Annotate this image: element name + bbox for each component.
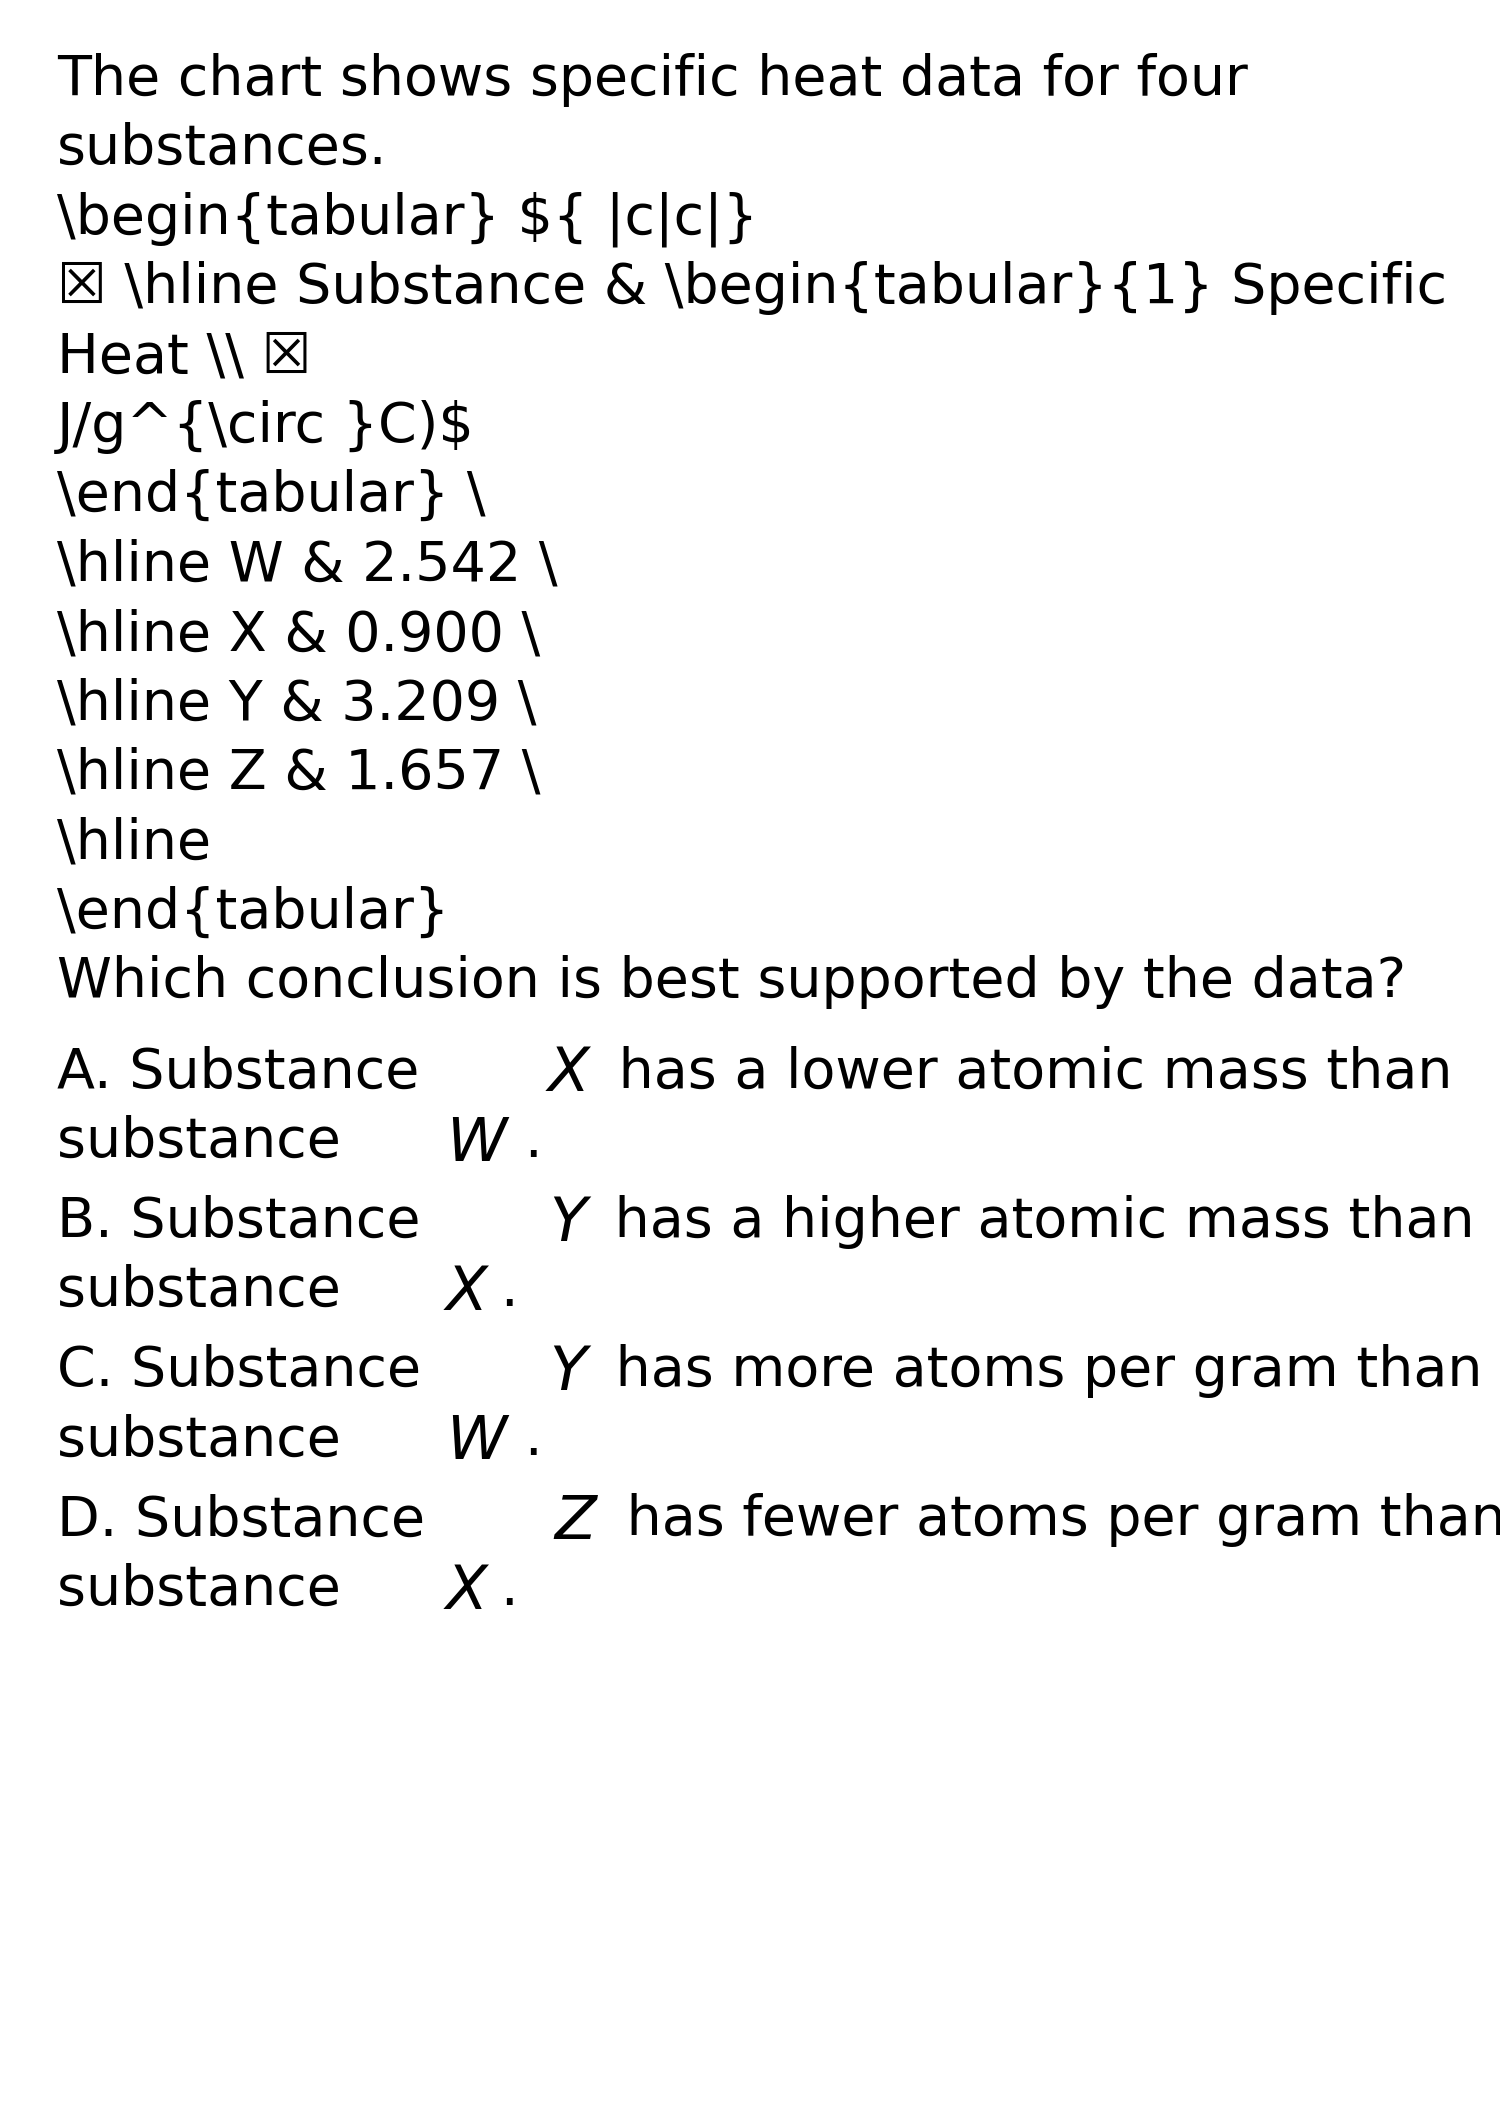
- Text: Which conclusion is best supported by the data?: Which conclusion is best supported by th…: [57, 955, 1406, 1010]
- Text: substance: substance: [57, 1563, 358, 1616]
- Text: \hline: \hline: [57, 816, 211, 871]
- Text: \hline Y & 3.209 \: \hline Y & 3.209 \: [57, 677, 537, 732]
- Text: substance: substance: [57, 1265, 358, 1319]
- Text: B. Substance: B. Substance: [57, 1195, 438, 1250]
- Text: D. Substance: D. Substance: [57, 1494, 442, 1546]
- Text: has fewer atoms per gram than: has fewer atoms per gram than: [609, 1494, 1500, 1546]
- Text: \begin{tabular} ${ |c|c|}: \begin{tabular} ${ |c|c|}: [57, 191, 758, 246]
- Text: \hline Z & 1.657 \: \hline Z & 1.657 \: [57, 747, 540, 802]
- Text: J/g^{\circ }C)$: J/g^{\circ }C)$: [57, 400, 474, 454]
- Text: The chart shows specific heat data for four: The chart shows specific heat data for f…: [57, 53, 1248, 107]
- Text: has a lower atomic mass than: has a lower atomic mass than: [602, 1046, 1454, 1100]
- Text: has more atoms per gram than: has more atoms per gram than: [598, 1344, 1482, 1397]
- Text: C. Substance: C. Substance: [57, 1344, 438, 1397]
- Text: .: .: [500, 1265, 517, 1319]
- Text: \hline W & 2.542 \: \hline W & 2.542 \: [57, 539, 558, 593]
- Text: .: .: [524, 1414, 542, 1466]
- Text: X: X: [446, 1563, 488, 1622]
- Text: substances.: substances.: [57, 122, 387, 177]
- Text: X: X: [548, 1046, 590, 1105]
- Text: A. Substance: A. Substance: [57, 1046, 436, 1100]
- Text: Y: Y: [549, 1344, 586, 1403]
- Text: \end{tabular}: \end{tabular}: [57, 886, 450, 940]
- Text: substance: substance: [57, 1115, 358, 1170]
- Text: substance: substance: [57, 1414, 358, 1466]
- Text: ☒ \hline Substance & \begin{tabular}{1} Specific: ☒ \hline Substance & \begin{tabular}{1} …: [57, 261, 1448, 316]
- Text: X: X: [446, 1265, 488, 1323]
- Text: W: W: [446, 1414, 507, 1473]
- Text: has a higher atomic mass than: has a higher atomic mass than: [597, 1195, 1474, 1250]
- Text: .: .: [500, 1563, 517, 1616]
- Text: .: .: [524, 1115, 542, 1170]
- Text: \hline X & 0.900 \: \hline X & 0.900 \: [57, 608, 540, 663]
- Text: Heat \\ ☒: Heat \\ ☒: [57, 330, 312, 385]
- Text: Y: Y: [549, 1195, 586, 1254]
- Text: \end{tabular} \: \end{tabular} \: [57, 469, 486, 524]
- Text: Z: Z: [555, 1494, 597, 1553]
- Text: W: W: [446, 1115, 507, 1174]
